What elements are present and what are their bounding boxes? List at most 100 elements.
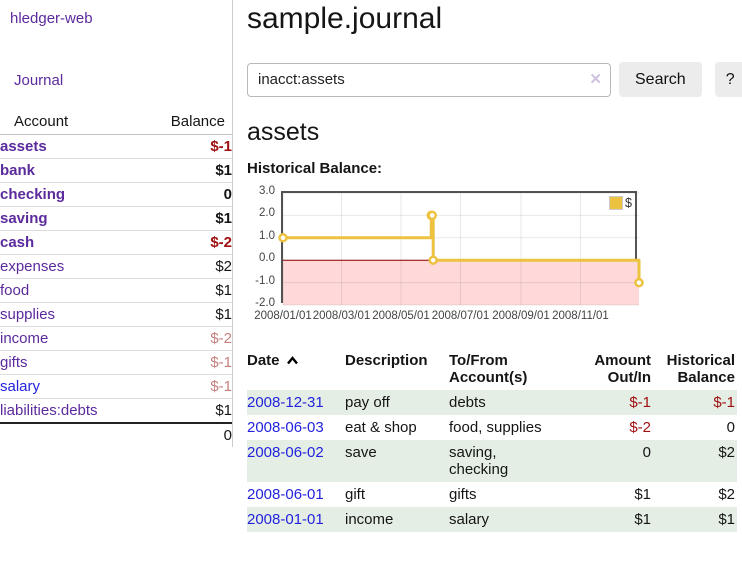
app: hledger-web Journal Account Balance asse… (0, 0, 742, 532)
account-link[interactable]: salary (0, 378, 41, 395)
account-row: checking 0 (0, 182, 232, 207)
account-link[interactable]: income (0, 330, 49, 347)
total-row: 0 (0, 422, 232, 447)
x-tick-label: 2008/09/01 (492, 310, 550, 322)
account-balance: $-1 (210, 138, 232, 155)
account-row: bank $1 (0, 158, 232, 183)
page-title: sample.journal (247, 2, 443, 35)
account-row: cash $-2 (0, 230, 232, 255)
main-content: sample.journal ✕ Search ? assets Histori… (233, 0, 742, 532)
account-row: supplies $1 (0, 302, 232, 327)
transaction-balance: $2 (718, 444, 735, 461)
transaction-amount: $-2 (629, 419, 651, 436)
account-balance: $-2 (131, 326, 232, 351)
account-row: gifts $-1 (0, 350, 232, 375)
x-tick-label: 2008/05/01 (372, 310, 430, 322)
chart-canvas (278, 192, 644, 306)
transactions-header-row: Date Description To/From Account(s) Amou… (247, 350, 737, 390)
transaction-accounts: saving, checking (449, 444, 509, 478)
transaction-date-link[interactable]: 2008-01-01 (247, 511, 324, 528)
account-link[interactable]: expenses (0, 258, 65, 275)
x-tick-label: 2008/11/01 (552, 310, 609, 322)
account-balance: $1 (131, 278, 232, 303)
account-link[interactable]: gifts (0, 354, 28, 371)
app-title-link[interactable]: hledger-web (10, 10, 93, 27)
transactions-body: 2008-12-31 pay off debts $-1 $-1 2008-06-03 ea… (247, 390, 737, 532)
account-balance: $1 (131, 302, 232, 327)
total-balance: 0 (131, 422, 232, 447)
account-balance: $1 (131, 158, 232, 183)
col-amount: Amount Out/In (594, 352, 651, 386)
transaction-row: 2008-06-02 save saving, checking 0 $2 (247, 440, 737, 482)
transaction-balance: 0 (726, 419, 735, 436)
account-row: salary $-1 (0, 374, 232, 399)
legend-label: $ (625, 196, 632, 210)
account-link[interactable]: supplies (0, 306, 56, 323)
account-link[interactable]: checking (0, 186, 66, 203)
y-tick-label: 3.0 (259, 185, 275, 197)
nav-journal-link[interactable]: Journal (14, 72, 64, 89)
transaction-date-link[interactable]: 2008-06-03 (247, 419, 324, 436)
chart-title: Historical Balance: (247, 160, 383, 177)
account-balance: $1 (131, 398, 232, 423)
account-link[interactable]: cash (0, 234, 35, 251)
transaction-description: gift (345, 486, 366, 503)
transaction-date-link[interactable]: 2008-12-31 (247, 394, 324, 411)
account-link[interactable]: bank (0, 162, 36, 179)
col-accounts: To/From Account(s) (449, 352, 528, 386)
transaction-accounts: salary (449, 511, 490, 528)
chart-plot-area[interactable]: $ (278, 191, 644, 306)
account-link[interactable]: food (0, 282, 30, 299)
account-row: saving $1 (0, 206, 232, 231)
account-row: food $1 (0, 278, 232, 303)
x-tick-label: 2008/07/01 (431, 310, 490, 322)
transaction-accounts: gifts (449, 486, 477, 503)
account-balance: $-1 (131, 374, 232, 399)
col-description: Description (345, 352, 428, 369)
col-date-sort[interactable]: Date (247, 350, 345, 390)
y-tick-label: 1.0 (259, 229, 275, 242)
sidebar-accounts-table: Account Balance assets $-1 bank $1 checking 0… (0, 110, 232, 447)
sidebar: hledger-web Journal Account Balance asse… (0, 0, 233, 447)
clear-search-icon[interactable]: ✕ (589, 70, 602, 88)
account-balance: $-2 (131, 230, 232, 255)
account-heading: assets (247, 118, 320, 146)
chart-legend: $ (609, 196, 632, 210)
account-link[interactable]: liabilities:debts (0, 402, 98, 419)
search-button[interactable]: Search (619, 62, 702, 97)
transaction-date-link[interactable]: 2008-06-01 (247, 486, 324, 503)
transaction-amount: $1 (634, 511, 651, 528)
transaction-date-cell: 2008-12-31 (247, 390, 345, 415)
transaction-amount: 0 (642, 444, 651, 461)
transaction-row: 2008-01-01 income salary $1 $1 (247, 507, 737, 532)
transaction-balance: $2 (718, 486, 735, 503)
transaction-description: save (345, 444, 377, 461)
x-tick-label: 2008/01/01 (254, 310, 312, 322)
account-balance: $2 (131, 254, 232, 279)
transaction-balance: $-1 (713, 394, 735, 411)
transaction-row: 2008-12-31 pay off debts $-1 $-1 (247, 390, 737, 415)
sort-ascending-icon (286, 356, 298, 365)
account-balance: 0 (131, 182, 232, 207)
transaction-row: 2008-06-03 eat & shop food, supplies $-2 0 (247, 415, 737, 440)
transaction-description: pay off (345, 394, 390, 411)
search-box: ✕ (247, 62, 611, 97)
account-link[interactable]: saving (0, 210, 48, 227)
sidebar-accounts-body: assets $-1 bank $1 checking 0 saving $1 cash $-2 e… (0, 135, 232, 423)
transaction-date-cell: 2008-06-03 (247, 415, 345, 440)
transaction-amount: $1 (634, 486, 651, 503)
transaction-balance: $1 (718, 511, 735, 528)
account-link[interactable]: assets (0, 138, 47, 155)
account-row: assets $-1 (0, 135, 232, 159)
account-row: income $-2 (0, 326, 232, 351)
y-tick-label: -2.0 (255, 297, 275, 309)
search-input[interactable] (247, 62, 611, 97)
col-balance: Historical Balance (666, 352, 735, 386)
transaction-date-link[interactable]: 2008-06-02 (247, 444, 324, 461)
transactions-table: Date Description To/From Account(s) Amou… (247, 350, 737, 532)
transaction-row: 2008-06-01 gift gifts $1 $2 (247, 482, 737, 507)
account-balance: $1 (131, 206, 232, 231)
accounts-header: Account (0, 110, 131, 135)
legend-swatch-icon (609, 196, 624, 210)
help-button[interactable]: ? (714, 62, 742, 97)
